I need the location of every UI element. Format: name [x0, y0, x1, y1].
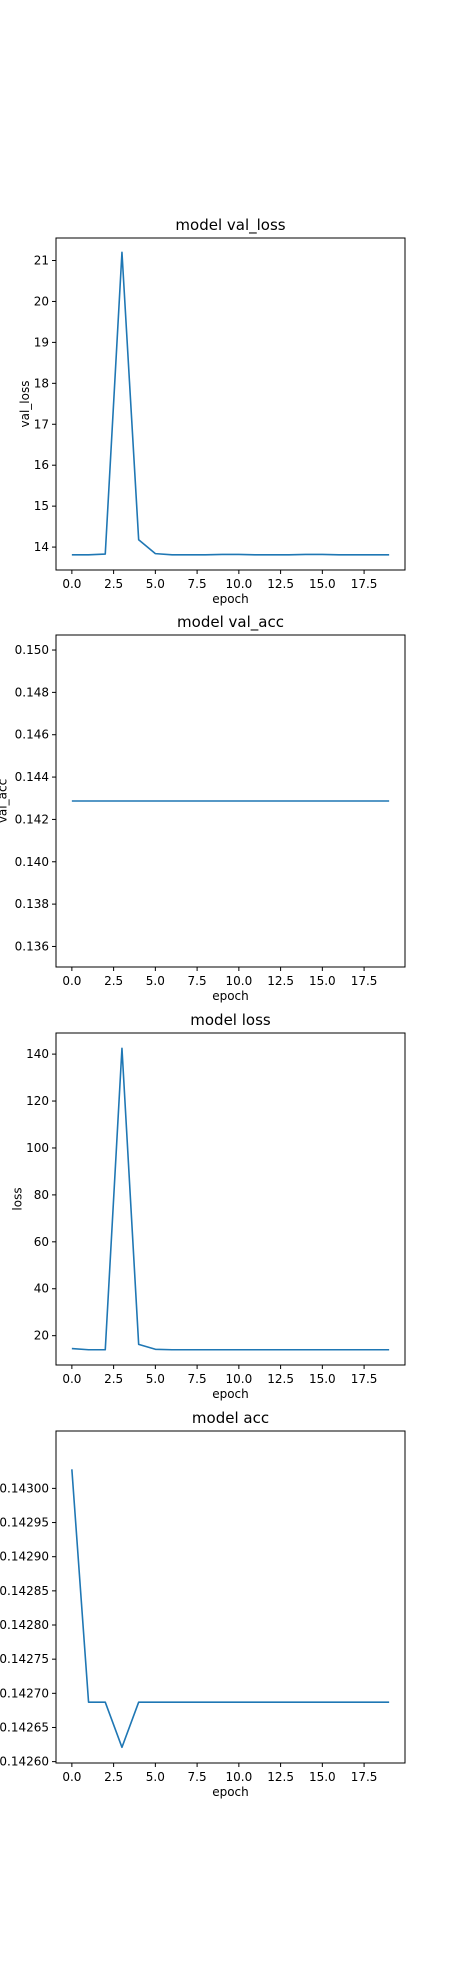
y-tick-label: 21: [34, 254, 49, 268]
x-tick-label: 0.0: [62, 1770, 81, 1784]
x-axis-label: epoch: [212, 1387, 249, 1401]
x-axis-label: epoch: [212, 1785, 249, 1799]
x-tick-label: 10.0: [225, 577, 252, 591]
x-tick-label: 17.5: [351, 577, 378, 591]
x-tick-label: 17.5: [351, 974, 378, 988]
y-tick-label: 0.138: [15, 897, 49, 911]
y-tick-label: 0.140: [15, 855, 49, 869]
y-tick-label: 0.14280: [0, 1618, 49, 1632]
y-tick-label: 80: [34, 1188, 49, 1202]
x-tick-label: 7.5: [188, 974, 207, 988]
y-tick-label: 120: [26, 1094, 49, 1108]
y-tick-label: 17: [34, 417, 49, 431]
y-axis-label: val_loss: [18, 381, 32, 428]
x-tick-label: 7.5: [188, 1770, 207, 1784]
chart-title: model acc: [192, 1409, 269, 1427]
y-tick-label: 0.144: [15, 770, 49, 784]
y-tick-label: 15: [34, 499, 49, 513]
x-tick-label: 15.0: [309, 974, 336, 988]
x-tick-label: 5.0: [146, 577, 165, 591]
y-tick-label: 0.136: [15, 939, 49, 953]
chart-title: model loss: [190, 1011, 271, 1029]
y-tick-label: 0.146: [15, 728, 49, 742]
chart-panel-2: model val_acc 0.0 2.5 5.0 7.5 10.0 12.5 15.0 17.…: [0, 613, 406, 1003]
x-tick-label: 7.5: [188, 1372, 207, 1386]
x-tick-label: 12.5: [267, 1770, 294, 1784]
y-axis-label: val_acc: [0, 779, 10, 823]
x-tick-label: 5.0: [146, 974, 165, 988]
y-tick-label: 0.14260: [0, 1755, 49, 1769]
y-tick-label: 20: [34, 294, 49, 308]
y-tick-label: 0.14285: [0, 1584, 49, 1598]
y-tick-label: 0.148: [15, 685, 49, 699]
y-tick-label: 0.14270: [0, 1686, 49, 1700]
x-tick-label: 5.0: [146, 1372, 165, 1386]
series-line: [71, 251, 390, 556]
x-tick-label: 17.5: [351, 1372, 378, 1386]
chart-panel-3: model loss 0.0 2.5 5.0 7.5 10.0 12.5 15.0 17.5 20…: [11, 1011, 406, 1401]
series-line: [71, 1469, 390, 1749]
y-tick-label: 0.14290: [0, 1550, 49, 1564]
y-tick-label: 0.14265: [0, 1720, 49, 1734]
x-tick-label: 7.5: [188, 577, 207, 591]
x-tick-label: 15.0: [309, 1372, 336, 1386]
x-axis-label: epoch: [212, 592, 249, 606]
x-tick-label: 2.5: [104, 1372, 123, 1386]
y-tick-label: 19: [34, 335, 49, 349]
y-tick-label: 18: [34, 376, 49, 390]
x-tick-label: 17.5: [351, 1770, 378, 1784]
y-tick-label: 0.14275: [0, 1652, 49, 1666]
x-tick-label: 12.5: [267, 1372, 294, 1386]
y-tick-label: 140: [26, 1047, 49, 1061]
y-tick-label: 20: [34, 1329, 49, 1343]
x-tick-label: 2.5: [104, 1770, 123, 1784]
x-tick-label: 10.0: [225, 974, 252, 988]
y-tick-label: 0.142: [15, 812, 49, 826]
y-tick-label: 40: [34, 1282, 49, 1296]
plot-frame: [55, 634, 406, 968]
y-tick-label: 14: [34, 540, 49, 554]
x-tick-label: 15.0: [309, 577, 336, 591]
y-tick-label: 0.14295: [0, 1516, 49, 1530]
x-tick-label: 0.0: [62, 577, 81, 591]
series-line: [71, 1047, 390, 1351]
y-tick-label: 16: [34, 458, 49, 472]
chart-title: model val_loss: [175, 216, 285, 235]
chart-panel-4: model acc 0.0 2.5 5.0 7.5 10.0 12.5 15.0 17.5 0.1…: [0, 1409, 406, 1799]
y-tick-label: 60: [34, 1235, 49, 1249]
x-tick-label: 2.5: [104, 577, 123, 591]
x-axis-label: epoch: [212, 989, 249, 1003]
y-axis-label: loss: [11, 1187, 25, 1210]
y-tick-label: 0.14300: [0, 1481, 49, 1495]
chart-panel-1: model val_loss 0.0 2.5 5.0 7.5 10.0 12.5 15.0 17…: [18, 216, 406, 606]
x-tick-label: 12.5: [267, 577, 294, 591]
y-tick-label: 100: [26, 1141, 49, 1155]
x-tick-label: 10.0: [225, 1372, 252, 1386]
y-tick-label: 0.150: [15, 643, 49, 657]
x-tick-label: 2.5: [104, 974, 123, 988]
x-tick-label: 10.0: [225, 1770, 252, 1784]
plot-frame: [55, 237, 406, 571]
x-tick-label: 12.5: [267, 974, 294, 988]
x-tick-label: 0.0: [62, 974, 81, 988]
plot-frame: [55, 1430, 406, 1764]
x-tick-label: 15.0: [309, 1770, 336, 1784]
x-tick-label: 0.0: [62, 1372, 81, 1386]
plot-frame: [55, 1032, 406, 1366]
x-tick-label: 5.0: [146, 1770, 165, 1784]
chart-title: model val_acc: [177, 613, 284, 632]
